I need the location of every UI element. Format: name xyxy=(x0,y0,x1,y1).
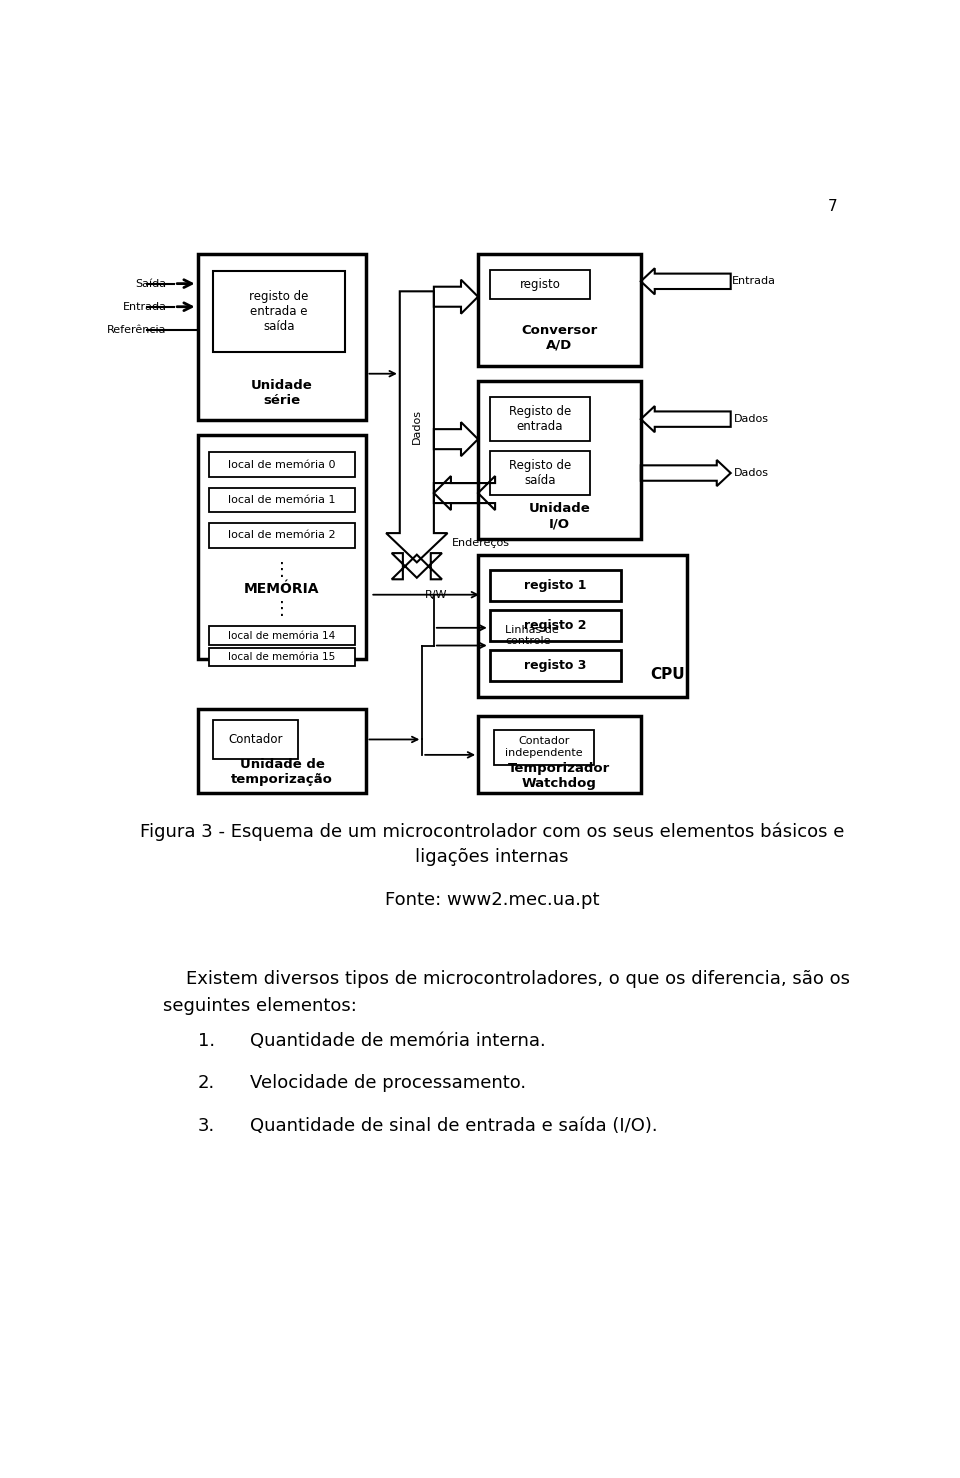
Bar xyxy=(478,381,641,539)
Text: R/W: R/W xyxy=(424,590,447,600)
Text: local de memória 0: local de memória 0 xyxy=(228,460,336,470)
Text: Linhas de
controle: Linhas de controle xyxy=(505,625,559,646)
Bar xyxy=(490,396,590,442)
Text: 7: 7 xyxy=(828,200,838,214)
Bar xyxy=(209,627,355,644)
Bar xyxy=(490,571,621,602)
Text: 1.: 1. xyxy=(198,1032,215,1049)
Bar xyxy=(490,270,590,299)
Bar xyxy=(490,610,621,641)
Text: local de memória 14: local de memória 14 xyxy=(228,631,336,640)
Text: Dados: Dados xyxy=(733,414,769,424)
Text: MEMÓRIA: MEMÓRIA xyxy=(244,582,320,596)
Bar xyxy=(490,650,621,681)
Bar xyxy=(478,717,641,794)
Text: registo de
entrada e
saída: registo de entrada e saída xyxy=(250,290,308,333)
Bar xyxy=(198,436,367,659)
Text: Quantidade de sinal de entrada e saída (I/O).: Quantidade de sinal de entrada e saída (… xyxy=(251,1117,658,1135)
Bar xyxy=(493,730,594,766)
Bar xyxy=(478,254,641,367)
Bar xyxy=(209,488,355,513)
Text: Figura 3 - Esquema de um microcontrolador com os seus elementos básicos e: Figura 3 - Esquema de um microcontrolado… xyxy=(140,823,844,841)
Text: ⋮: ⋮ xyxy=(273,600,291,618)
Text: Unidade
série: Unidade série xyxy=(252,378,313,406)
Text: local de memória 1: local de memória 1 xyxy=(228,495,336,505)
Bar xyxy=(198,254,367,420)
Text: Entrada: Entrada xyxy=(732,276,777,287)
Bar xyxy=(478,554,687,698)
Bar xyxy=(209,647,355,667)
Text: registo 3: registo 3 xyxy=(524,659,587,672)
Text: Quantidade de memória interna.: Quantidade de memória interna. xyxy=(251,1032,546,1049)
Text: Entrada: Entrada xyxy=(123,302,166,312)
Text: CPU: CPU xyxy=(651,667,685,681)
Bar xyxy=(213,720,299,758)
Bar xyxy=(213,272,345,352)
Bar xyxy=(198,708,367,794)
Bar xyxy=(209,452,355,477)
Text: Referência: Referência xyxy=(107,325,166,336)
Text: Registo de
saída: Registo de saída xyxy=(509,460,571,488)
Text: Fonte: www2.mec.ua.pt: Fonte: www2.mec.ua.pt xyxy=(385,891,599,909)
Text: Saída: Saída xyxy=(135,279,166,288)
Text: ⋮: ⋮ xyxy=(273,562,291,579)
Text: Contador
independente: Contador independente xyxy=(505,736,583,758)
Bar xyxy=(490,451,590,495)
Text: local de memória 2: local de memória 2 xyxy=(228,531,336,541)
Text: 2.: 2. xyxy=(198,1075,215,1092)
Text: Temporizador
Watchdog: Temporizador Watchdog xyxy=(508,761,611,789)
Text: seguintes elementos:: seguintes elementos: xyxy=(162,998,356,1015)
Text: registo 1: registo 1 xyxy=(524,579,587,593)
Text: Contador: Contador xyxy=(228,733,283,746)
Text: Dados: Dados xyxy=(412,409,421,445)
Text: Conversor
A/D: Conversor A/D xyxy=(521,324,597,352)
Text: ligações internas: ligações internas xyxy=(416,847,568,866)
Bar xyxy=(209,523,355,548)
Text: Velocidade de processamento.: Velocidade de processamento. xyxy=(251,1075,526,1092)
Text: registo: registo xyxy=(519,278,561,291)
Text: Unidade
I/O: Unidade I/O xyxy=(529,503,590,531)
Text: Unidade de
temporização: Unidade de temporização xyxy=(231,758,333,786)
Text: Endereços: Endereços xyxy=(452,538,510,548)
Text: local de memória 15: local de memória 15 xyxy=(228,652,336,662)
Text: Registo de
entrada: Registo de entrada xyxy=(509,405,571,433)
Text: Existem diversos tipos de microcontroladores, o que os diferencia, são os: Existem diversos tipos de microcontrolad… xyxy=(186,971,850,989)
Text: 3.: 3. xyxy=(198,1117,215,1135)
Text: registo 2: registo 2 xyxy=(524,619,587,633)
Text: Dados: Dados xyxy=(733,469,769,477)
